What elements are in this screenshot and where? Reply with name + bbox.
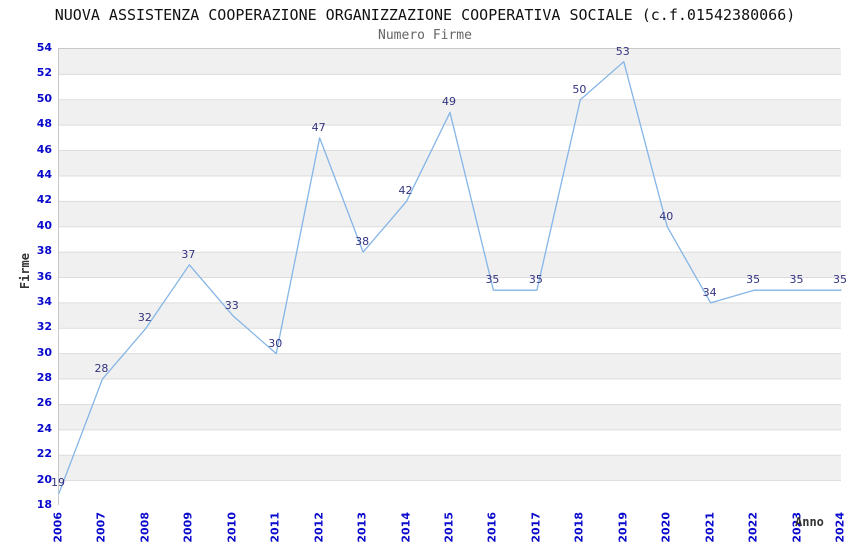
data-point-label: 42 (398, 184, 413, 198)
y-tick-label: 24 (36, 421, 52, 435)
data-point-label: 35 (485, 273, 500, 287)
background-band (59, 429, 841, 456)
x-tick-label: 2019 (616, 512, 630, 543)
background-band (59, 277, 841, 303)
data-point-label: 35 (528, 273, 543, 287)
background-band (59, 125, 841, 151)
background-band (59, 201, 841, 227)
y-tick-label: 34 (36, 294, 52, 308)
background-band (59, 404, 841, 430)
background-band (59, 150, 841, 176)
background-band (59, 455, 841, 481)
x-tick-label: 2016 (485, 512, 499, 543)
data-point-label: 53 (615, 44, 630, 58)
y-axis-title: Firme (18, 253, 32, 290)
y-tick-label: 42 (36, 193, 52, 207)
data-point-label: 49 (442, 95, 456, 109)
x-tick-label: 2006 (51, 512, 65, 543)
x-tick-label: 2017 (529, 512, 543, 543)
data-point-label: 40 (659, 209, 674, 223)
y-tick-label: 44 (36, 167, 52, 181)
x-tick-label: 2009 (181, 512, 195, 543)
y-tick-label: 20 (36, 472, 52, 486)
y-tick-label: 52 (36, 66, 52, 80)
x-tick-label: 2021 (703, 512, 717, 543)
data-point-label: 35 (833, 273, 847, 287)
data-point-label: 30 (268, 336, 283, 350)
data-point-label: 35 (746, 273, 761, 287)
y-tick-label: 18 (36, 498, 52, 511)
data-point-label: 33 (224, 298, 239, 312)
y-tick-label: 50 (36, 91, 52, 105)
x-tick-label: 2008 (138, 512, 152, 543)
y-tick-label: 36 (36, 269, 52, 283)
chart-subtitle: Numero Firme (378, 28, 472, 43)
x-tick-label: 2024 (833, 512, 847, 543)
background-band (59, 49, 841, 75)
background-band (59, 379, 841, 405)
background-band (59, 353, 841, 380)
x-tick-label: 2022 (746, 512, 760, 543)
background-band (59, 328, 841, 354)
chart-title: NUOVA ASSISTENZA COOPERAZIONE ORGANIZZAZ… (54, 6, 796, 24)
background-band (59, 175, 841, 202)
x-tick-label: 2011 (268, 512, 282, 543)
line-chart-canvas (58, 49, 842, 506)
data-point-label: 32 (137, 311, 152, 325)
y-tick-label: 38 (36, 244, 52, 258)
data-point-label: 19 (51, 476, 65, 490)
background-band (59, 480, 841, 506)
data-point-label: 34 (702, 285, 717, 299)
x-tick-label: 2007 (94, 512, 108, 543)
x-tick-label: 2010 (225, 512, 239, 543)
data-point-label: 28 (94, 362, 109, 376)
x-axis-title: Anno (795, 515, 824, 529)
y-tick-label: 22 (36, 447, 52, 461)
y-tick-label: 54 (36, 41, 52, 54)
x-tick-label: 2013 (355, 512, 369, 543)
plot-area (58, 48, 842, 506)
y-tick-label: 40 (36, 218, 52, 232)
x-tick-label: 2018 (572, 512, 586, 543)
background-band (59, 302, 841, 329)
data-point-label: 50 (572, 82, 587, 96)
data-point-label: 47 (311, 120, 326, 134)
data-point-label: 35 (789, 273, 804, 287)
y-tick-label: 26 (36, 396, 52, 410)
x-tick-label: 2020 (659, 512, 673, 543)
y-tick-label: 46 (36, 142, 52, 156)
x-tick-label: 2014 (399, 512, 413, 543)
data-point-label: 37 (181, 247, 196, 261)
y-tick-label: 28 (36, 371, 52, 385)
y-tick-label: 48 (36, 117, 52, 131)
background-band (59, 226, 841, 253)
x-tick-label: 2012 (312, 512, 326, 543)
data-point-label: 38 (355, 235, 370, 249)
y-tick-label: 30 (36, 345, 52, 359)
x-tick-label: 2015 (442, 512, 456, 543)
background-band (59, 74, 841, 100)
y-tick-label: 32 (36, 320, 52, 334)
data-line (58, 61, 842, 494)
background-band (59, 252, 841, 278)
